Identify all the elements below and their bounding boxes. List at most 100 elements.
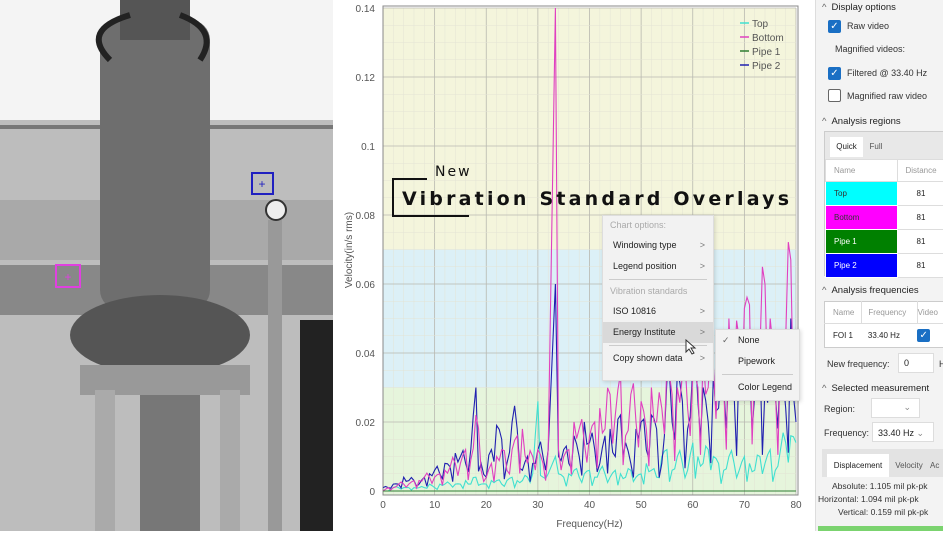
section-analysis-regions[interactable]: Analysis regions: [822, 116, 901, 127]
menu-header-vibration-standards: Vibration standards: [603, 282, 713, 301]
foi-frequency: 33.40 Hz: [862, 324, 917, 348]
y-tick-label: 0.04: [356, 349, 376, 360]
chevron-right-icon: >: [700, 348, 705, 369]
check-icon: ✓: [722, 330, 730, 351]
status-bar: [818, 526, 943, 531]
region-name: Pipe 2: [826, 254, 898, 278]
y-tick-label: 0.1: [361, 142, 375, 153]
horizontal-readout: Horizontal: 1.094 mil pk-pk: [818, 494, 919, 504]
side-panel: Display options ✓ Raw video Magnified vi…: [815, 0, 943, 531]
y-tick-label: 0.06: [356, 280, 376, 291]
frequency-dropdown[interactable]: 33.40 Hz ⌄: [872, 422, 934, 442]
y-axis-label: Velocity(in/s rms): [344, 212, 355, 288]
chevron-down-icon: ⌄: [903, 402, 911, 412]
menu-label: Windowing type: [613, 240, 677, 250]
region-name: Pipe 1: [826, 230, 898, 254]
menu-label: Energy Institute: [613, 327, 676, 337]
raw-video-label: Raw video: [847, 21, 889, 31]
magnified-raw-checkbox[interactable]: [828, 89, 841, 102]
x-tick-label: 30: [532, 500, 544, 511]
chevron-down-icon: ⌄: [917, 428, 925, 438]
svg-text:+: +: [64, 270, 71, 284]
y-tick-label: 0.12: [356, 73, 376, 84]
legend-entry: Pipe 2: [752, 61, 781, 72]
magnified-raw-label: Magnified raw video: [847, 91, 927, 101]
magnified-videos-label: Magnified videos:: [835, 44, 905, 54]
new-frequency-input[interactable]: 0: [898, 353, 934, 373]
energy-institute-submenu: ✓ None Pipework Color Legend: [715, 329, 800, 401]
col-header-name: Name: [826, 160, 898, 182]
region-distance: 81: [898, 206, 943, 230]
tab-quick[interactable]: Quick: [830, 137, 863, 157]
vertical-readout: Vertical: 0.159 mil pk-pk: [838, 507, 928, 517]
foi-video-checkbox[interactable]: ✓: [917, 329, 930, 342]
col-header-video: Video: [917, 302, 943, 324]
menu-label: None: [738, 335, 760, 345]
svg-text:+: +: [258, 177, 265, 191]
overlay-kicker: New: [435, 164, 472, 180]
tab-full[interactable]: Full: [865, 139, 887, 155]
region-label: Region:: [824, 404, 855, 414]
submenu-item-color-legend[interactable]: Color Legend: [716, 377, 799, 398]
filtered-label: Filtered @ 33.40 Hz: [847, 68, 927, 78]
region-dropdown[interactable]: ⌄: [871, 398, 920, 418]
region-distance: 81: [898, 254, 943, 278]
chevron-right-icon: >: [700, 322, 705, 343]
y-tick-label: 0.14: [356, 4, 376, 15]
legend-entry: Top: [752, 19, 769, 30]
chevron-right-icon: >: [700, 235, 705, 256]
chevron-right-icon: >: [700, 301, 705, 322]
tab-velocity[interactable]: Velocity: [892, 454, 926, 477]
pump-video-frame: + +: [0, 0, 333, 531]
section-display-options[interactable]: Display options: [822, 2, 896, 13]
x-tick-label: 0: [380, 500, 386, 511]
x-tick-label: 50: [636, 500, 648, 511]
submenu-item-pipework[interactable]: Pipework: [716, 351, 799, 372]
overlay-title: Vibration Standard Overlays: [402, 188, 792, 210]
menu-label: ISO 10816: [613, 306, 656, 316]
mouse-cursor-icon: [685, 339, 697, 355]
menu-label: Color Legend: [738, 382, 792, 392]
col-header-distance: Distance: [898, 160, 943, 182]
x-tick-label: 40: [584, 500, 596, 511]
y-tick-label: 0.02: [356, 418, 376, 429]
tab-acceleration[interactable]: Ac: [930, 454, 943, 477]
region-name: Bottom: [826, 206, 898, 230]
new-frequency-unit: H: [939, 359, 943, 369]
section-selected-measurement[interactable]: Selected measurement: [822, 383, 929, 394]
menu-item-windowing-type[interactable]: Windowing type >: [603, 235, 713, 256]
region-name: Top: [826, 182, 898, 206]
measurement-tabs: Displacement Velocity Ac: [822, 449, 943, 477]
tab-displacement[interactable]: Displacement: [827, 454, 889, 477]
video-view[interactable]: + +: [0, 0, 333, 531]
x-axis-label: Frequency(Hz): [556, 519, 622, 530]
frequency-label: Frequency:: [824, 428, 869, 438]
section-analysis-frequencies[interactable]: Analysis frequencies: [822, 285, 919, 296]
absolute-readout: Absolute: 1.105 mil pk-pk: [832, 481, 927, 491]
raw-video-checkbox[interactable]: ✓: [828, 20, 841, 33]
context-menu: Chart options: Windowing type > Legend po…: [602, 215, 714, 381]
legend-entry: Pipe 1: [752, 47, 781, 58]
x-tick-label: 20: [481, 500, 493, 511]
menu-header-chart-options: Chart options:: [603, 216, 713, 235]
menu-label: Copy shown data: [613, 353, 683, 363]
submenu-item-none[interactable]: ✓ None: [716, 330, 799, 351]
menu-item-iso-10816[interactable]: ISO 10816 >: [603, 301, 713, 322]
chevron-right-icon: >: [700, 256, 705, 277]
menu-item-legend-position[interactable]: Legend position>: [603, 256, 713, 277]
foi-name: FOI 1: [825, 324, 862, 348]
frequency-value: 33.40 Hz: [878, 428, 914, 438]
legend-entry: Bottom: [752, 33, 784, 44]
x-tick-label: 60: [687, 500, 699, 511]
filtered-checkbox[interactable]: ✓: [828, 67, 841, 80]
region-distance: 81: [898, 230, 943, 254]
